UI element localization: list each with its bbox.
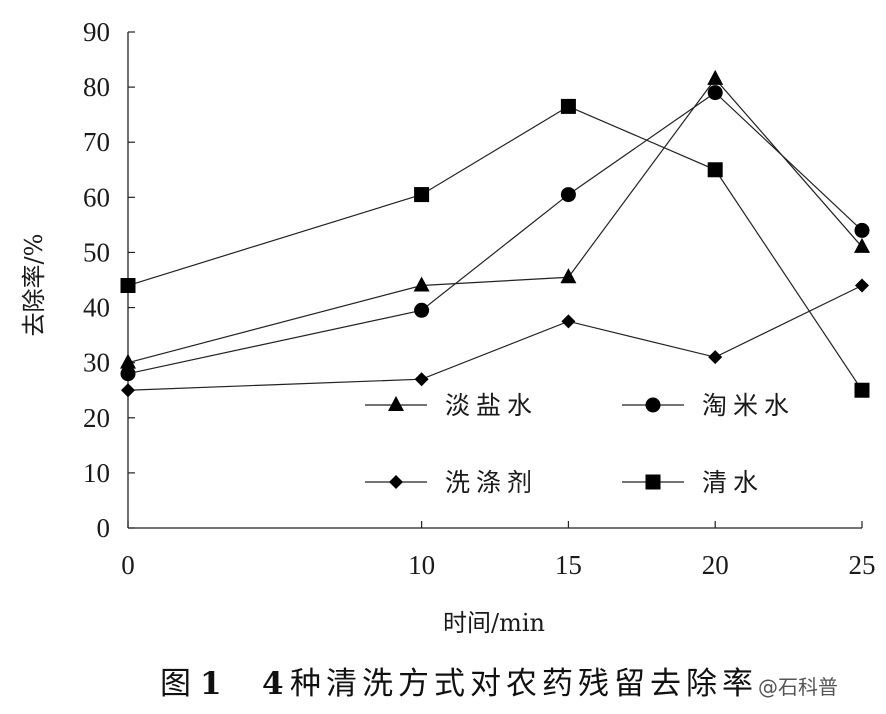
y-tick-label: 20 (83, 403, 110, 433)
x-tick-label: 20 (702, 550, 729, 580)
data-point-diamond (708, 350, 723, 365)
data-point-triangle (854, 237, 870, 253)
legend-marker-triangle (388, 396, 404, 411)
data-point-square (854, 382, 870, 398)
y-tick-label: 40 (83, 293, 110, 323)
axes (127, 32, 862, 529)
y-tick-label: 90 (83, 17, 110, 47)
y-tick-label: 30 (83, 348, 110, 378)
data-point-square (120, 278, 136, 294)
y-tick-label: 50 (83, 237, 110, 267)
legend-label: 清水 (702, 468, 764, 497)
legend-label: 洗涤剂 (445, 468, 538, 497)
y-tick-label: 70 (83, 127, 110, 157)
y-tick-label: 0 (97, 513, 111, 543)
series-markers (120, 69, 870, 398)
caption-prefix: 图 (160, 666, 196, 702)
legend-marker-square (645, 474, 661, 490)
x-tick-label: 0 (121, 550, 135, 580)
data-point-diamond (414, 372, 429, 387)
series-line-diamond (127, 284, 863, 391)
figure-caption: 图 1 4 种清洗方式对农药残留去除率 (160, 666, 758, 702)
x-axis-title: 时间/min (443, 609, 545, 637)
data-point-square (414, 187, 430, 203)
data-point-triangle (560, 268, 577, 284)
data-point-circle (707, 85, 723, 101)
y-axis-title: 去除率/% (20, 234, 48, 337)
legend-marker-circle (645, 397, 661, 413)
legend-label: 淘米水 (702, 391, 795, 420)
caption-title-text: 种清洗方式对农药残留去除率 (290, 666, 758, 702)
data-point-triangle (120, 353, 136, 369)
data-point-circle (120, 366, 136, 382)
data-point-circle (560, 187, 576, 203)
caption-title-number: 4 (262, 666, 289, 702)
legend-entry: 清水 (622, 468, 764, 497)
data-point-diamond (121, 383, 135, 398)
caption-figure-number: 1 (200, 666, 227, 702)
data-point-diamond (855, 278, 869, 293)
data-point-circle (414, 302, 430, 318)
legend-entry: 洗涤剂 (365, 468, 538, 497)
data-point-triangle (707, 69, 724, 85)
data-point-circle (854, 222, 870, 238)
series-lines (127, 77, 863, 391)
x-tick-label: 15 (555, 550, 582, 580)
series-line-triangle (127, 77, 863, 364)
legend-label: 淡盐水 (445, 391, 538, 420)
data-point-diamond (561, 314, 576, 329)
y-tick-label: 80 (83, 72, 110, 102)
data-point-square (560, 98, 576, 114)
legend-entry: 淘米水 (622, 391, 795, 420)
y-tick-label: 60 (83, 182, 110, 212)
y-tick-label: 10 (83, 458, 110, 488)
data-point-triangle (413, 276, 430, 292)
legend-marker-diamond (389, 475, 403, 489)
x-tick-label: 10 (408, 550, 435, 580)
legend-entry: 淡盐水 (365, 391, 538, 420)
series-line-square (127, 105, 863, 391)
data-point-square (707, 162, 723, 178)
watermark: @石科普 (758, 675, 838, 699)
x-tick-label: 25 (849, 550, 876, 580)
x-ticks: 0 10 15 20 25 (121, 521, 876, 580)
y-ticks: 0 10 20 30 40 50 60 70 80 90 (83, 17, 135, 543)
series-line-circle (127, 91, 863, 375)
